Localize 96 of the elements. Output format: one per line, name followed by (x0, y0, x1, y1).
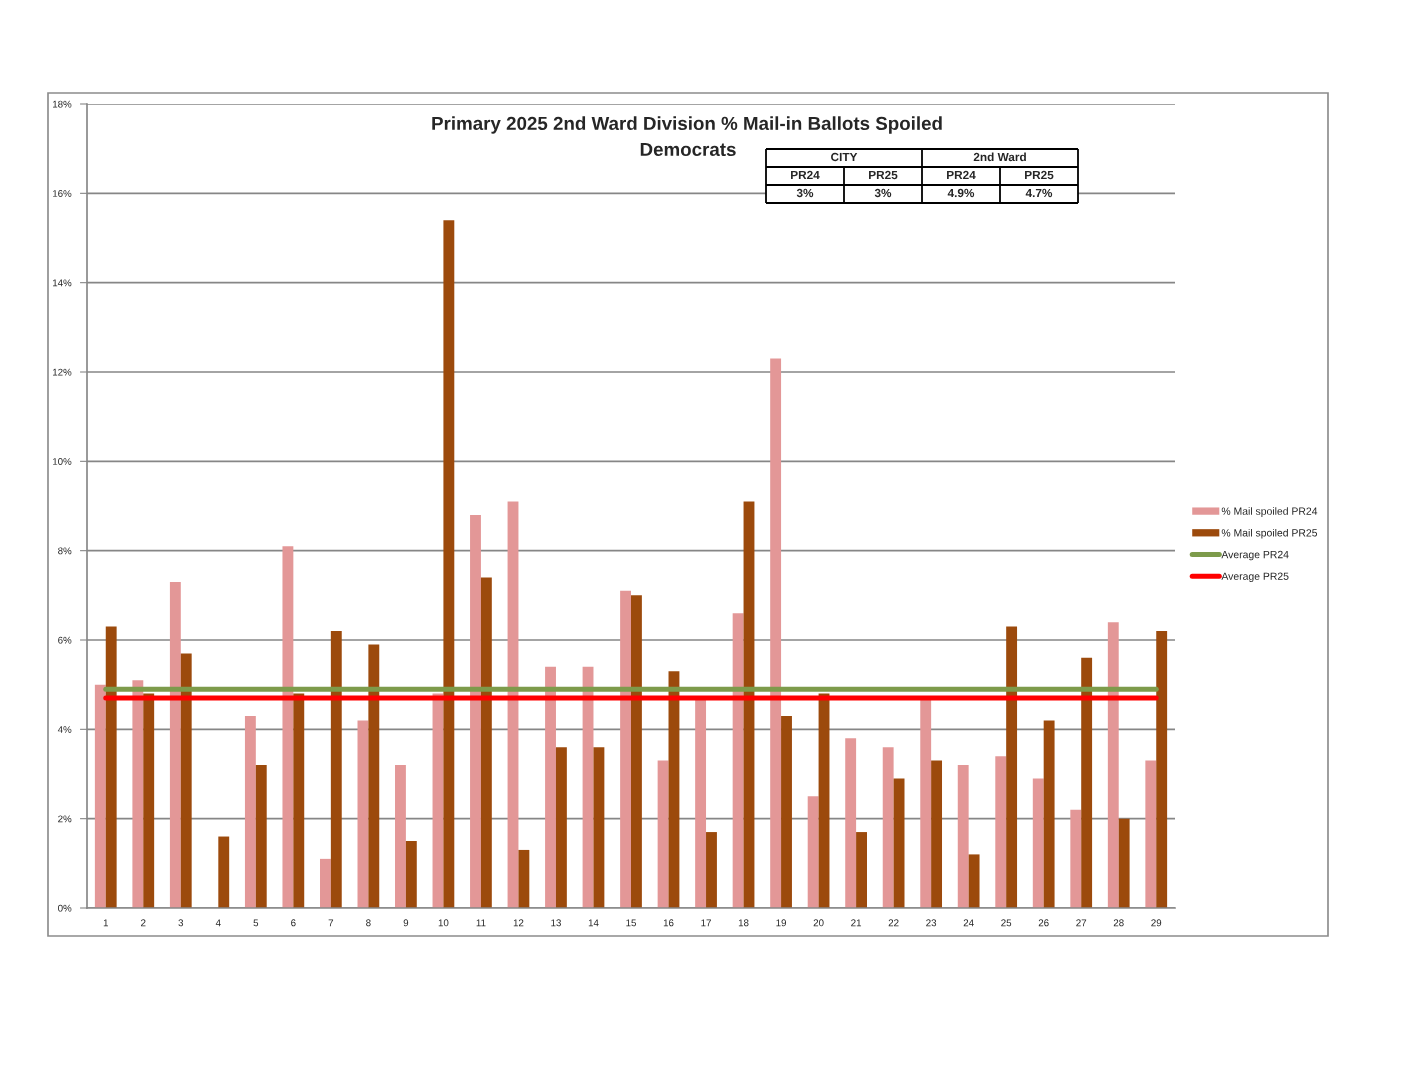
bar (631, 595, 642, 908)
x-tick-label: 15 (626, 919, 636, 927)
bar (695, 698, 707, 908)
bar (368, 644, 380, 908)
legend-label: % Mail spoiled PR25 (1221, 528, 1318, 539)
x-tick-label: 9 (403, 919, 409, 927)
bar (357, 720, 369, 908)
x-tick-label: 29 (1151, 919, 1162, 927)
bar (1156, 631, 1168, 908)
y-tick-label: 4% (57, 726, 72, 733)
bar (770, 358, 782, 908)
bar (807, 796, 819, 908)
bar (94, 684, 106, 908)
x-tick-label: 20 (813, 919, 824, 927)
x-tick-label: 4 (215, 919, 221, 927)
bar (244, 715, 256, 908)
text: Democrats (640, 142, 736, 157)
bar (968, 854, 980, 908)
text: Primary 2025 2nd Ward Division % Mail-in Ballots Spoiled (432, 116, 942, 134)
bar (132, 680, 144, 908)
x-tick-label: 22 (888, 919, 899, 927)
x-tick-label: 1 (103, 919, 108, 927)
x-tick-label: 19 (776, 919, 787, 927)
bar (593, 747, 605, 908)
legend-label: % Mail spoiled PR24 (1221, 507, 1318, 517)
bar (893, 778, 905, 908)
bar (781, 715, 792, 908)
bar (920, 698, 932, 908)
bar (293, 693, 305, 908)
x-tick-label: 17 (701, 919, 711, 927)
x-tick-label: 6 (291, 919, 296, 927)
bar (931, 760, 943, 908)
y-tick-label: 2% (58, 815, 72, 823)
bar (218, 836, 230, 908)
y-tick-label: 6% (58, 636, 72, 644)
y-tick-label: 10% (53, 458, 72, 465)
y-tick-label: 8% (58, 547, 72, 555)
bar (1081, 657, 1093, 908)
bar (706, 832, 717, 908)
x-tick-label: 27 (1076, 919, 1087, 927)
bar (1032, 778, 1044, 908)
bar (995, 756, 1007, 908)
bar (545, 666, 556, 908)
bar (443, 220, 455, 908)
bar (1006, 626, 1018, 908)
bar (405, 841, 417, 908)
bar (1118, 818, 1130, 908)
bar (620, 590, 631, 908)
bar (180, 653, 192, 908)
x-tick-label: 25 (1001, 919, 1012, 927)
legend-label: Average PR25 (1221, 572, 1289, 582)
x-tick-label: 21 (851, 919, 862, 927)
bar (1070, 809, 1082, 908)
y-tick-label: 16% (53, 190, 72, 197)
bar (518, 849, 530, 908)
x-tick-label: 3 (178, 919, 184, 927)
bar (1145, 760, 1157, 908)
x-tick-label: 28 (1113, 919, 1124, 927)
x-tick-label: 23 (926, 919, 937, 927)
y-tick-label: 14% (53, 279, 72, 287)
bar (856, 832, 867, 908)
y-tick-label: 18% (53, 100, 72, 108)
bar (330, 631, 342, 908)
x-tick-label: 7 (328, 919, 334, 927)
bar (882, 747, 894, 908)
x-tick-label: 5 (253, 919, 259, 927)
x-tick-label: 11 (476, 919, 486, 927)
x-tick-label: 10 (438, 919, 449, 927)
bar (732, 613, 744, 908)
bar (395, 765, 406, 908)
y-tick-label: 12% (53, 368, 72, 376)
bar (957, 765, 969, 908)
bar (555, 747, 567, 908)
x-tick-label: 14 (588, 919, 599, 927)
x-tick-label: 16 (663, 919, 674, 927)
bar (143, 693, 155, 908)
legend-label: Average PR24 (1221, 550, 1289, 561)
bar (480, 577, 492, 908)
y-tick-label: 0% (58, 904, 72, 912)
bar (657, 760, 669, 908)
x-tick-label: 26 (1038, 919, 1049, 927)
bar (1107, 622, 1119, 908)
x-tick-label: 13 (551, 919, 561, 927)
bar (105, 626, 117, 908)
x-tick-label: 8 (366, 919, 371, 927)
x-tick-label: 12 (513, 919, 524, 927)
bar (1043, 720, 1055, 908)
x-tick-label: 2 (141, 919, 146, 927)
bar (845, 738, 857, 908)
x-tick-label: 18 (738, 919, 749, 927)
bar (282, 546, 294, 908)
x-tick-label: 24 (963, 919, 974, 927)
bar (169, 581, 181, 908)
bar (470, 514, 481, 908)
bar (319, 858, 331, 908)
bar (255, 765, 267, 908)
